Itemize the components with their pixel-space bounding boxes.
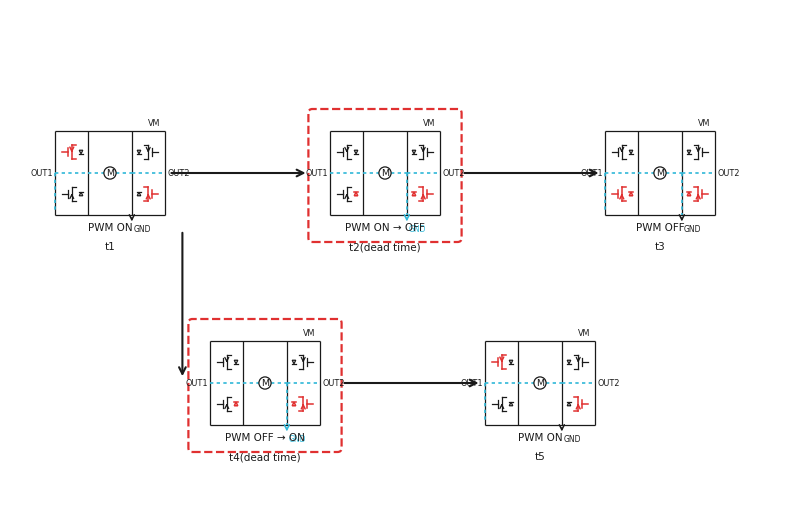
Text: PWM OFF: PWM OFF: [636, 223, 684, 233]
Text: OUT1: OUT1: [30, 168, 53, 177]
Text: M: M: [106, 168, 114, 177]
Text: PWM ON: PWM ON: [88, 223, 132, 233]
Text: t3: t3: [654, 242, 666, 252]
Text: OUT1: OUT1: [460, 379, 483, 388]
Text: OUT1: OUT1: [580, 168, 603, 177]
Text: M: M: [261, 379, 269, 388]
Text: VM: VM: [423, 119, 435, 128]
Text: OUT2: OUT2: [322, 379, 345, 388]
Text: t2(dead time): t2(dead time): [349, 242, 421, 252]
Text: t5: t5: [534, 452, 546, 462]
Text: M: M: [536, 379, 544, 388]
Text: GND: GND: [564, 436, 582, 445]
Text: GND: GND: [684, 225, 702, 234]
Text: VM: VM: [698, 119, 710, 128]
Text: OUT1: OUT1: [186, 379, 208, 388]
Text: VM: VM: [578, 329, 590, 338]
Text: OUT1: OUT1: [306, 168, 328, 177]
Text: PWM ON → OFF: PWM ON → OFF: [345, 223, 425, 233]
Text: OUT2: OUT2: [597, 379, 620, 388]
Text: OUT2: OUT2: [442, 168, 465, 177]
Text: OUT2: OUT2: [717, 168, 740, 177]
Text: GND: GND: [409, 225, 426, 234]
Text: t4(dead time): t4(dead time): [229, 452, 301, 462]
Text: t1: t1: [105, 242, 115, 252]
Text: VM: VM: [303, 329, 315, 338]
Text: PWM OFF → ON: PWM OFF → ON: [225, 433, 305, 443]
Text: OUT2: OUT2: [167, 168, 190, 177]
Text: M: M: [656, 168, 664, 177]
Text: VM: VM: [148, 119, 160, 128]
Text: GND: GND: [289, 436, 306, 445]
Text: GND: GND: [134, 225, 151, 234]
Text: M: M: [381, 168, 389, 177]
Text: PWM ON: PWM ON: [518, 433, 562, 443]
